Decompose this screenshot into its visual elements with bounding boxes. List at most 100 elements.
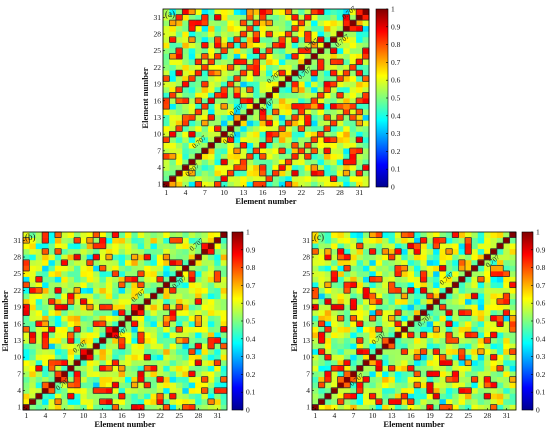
heatmap-cell (23, 298, 30, 305)
heatmap-cell (118, 243, 126, 250)
heatmap-cell (350, 237, 358, 244)
heatmap-cell (99, 270, 107, 277)
heatmap-cell (214, 86, 222, 93)
heatmap-cell (201, 354, 209, 361)
heatmap-cell (426, 359, 434, 366)
heatmap-cell (144, 298, 151, 305)
heatmap-cell (118, 337, 126, 344)
heatmap-cell (330, 120, 338, 127)
heatmap-cell (278, 136, 286, 143)
heatmap-cell (35, 376, 43, 383)
heatmap-cell (253, 153, 260, 160)
heatmap-cell (74, 309, 81, 316)
heatmap-cell (48, 276, 56, 283)
heatmap-cell (484, 326, 491, 333)
heatmap-cell (362, 36, 370, 43)
heatmap-cell (246, 75, 254, 82)
heatmap-cell (42, 287, 49, 294)
heatmap-cell (363, 232, 370, 238)
heatmap-cell (317, 70, 325, 77)
heatmap-cell (220, 270, 228, 277)
heatmap-cell (214, 181, 222, 188)
heatmap-cell (323, 170, 331, 177)
heatmap-cell (465, 343, 472, 350)
x-tick-label: 22 (156, 411, 164, 420)
heatmap-cell (220, 298, 228, 305)
heatmap-cell (195, 70, 203, 77)
heatmap-cell (150, 254, 158, 261)
heatmap-cell (118, 359, 126, 366)
heatmap-cell (458, 365, 466, 372)
heatmap-cell (42, 309, 49, 316)
heatmap-cell (388, 298, 396, 305)
heatmap-cell (86, 304, 94, 311)
heatmap-cell (331, 343, 338, 350)
heatmap-cell (304, 109, 312, 116)
heatmap-cell (137, 371, 145, 378)
heatmap-cell (317, 175, 325, 182)
heatmap-cell (363, 270, 370, 277)
heatmap-cell (214, 36, 222, 43)
heatmap-cell (407, 270, 415, 277)
heatmap-cell (201, 36, 209, 43)
heatmap-cell (233, 53, 241, 60)
heatmap-cell (233, 114, 241, 121)
heatmap-cell (214, 332, 222, 339)
heatmap-cell (188, 92, 196, 99)
heatmap-cell (414, 254, 421, 261)
heatmap-cell (67, 287, 75, 294)
heatmap-cell (220, 103, 228, 110)
heatmap-cell (220, 265, 228, 272)
heatmap-cell (208, 36, 215, 43)
heatmap-cell (112, 404, 120, 411)
heatmap-cell (35, 232, 43, 238)
heatmap-cell (490, 398, 498, 405)
heatmap-cell (394, 293, 402, 300)
heatmap-cell (188, 348, 196, 355)
heatmap-cells (23, 232, 228, 411)
heatmap-cell (23, 348, 30, 355)
heatmap-cell (188, 354, 196, 361)
heatmap-cell (266, 64, 273, 71)
heatmap-cell (208, 159, 215, 166)
heatmap-cell (323, 125, 331, 132)
heatmap-cell (272, 170, 280, 177)
heatmap-cell (176, 309, 183, 316)
heatmap-cell (503, 337, 511, 344)
heatmap-cell (246, 164, 254, 171)
heatmap-cell (125, 293, 132, 300)
heatmap-cell (452, 298, 460, 305)
heatmap-cell (176, 298, 183, 305)
heatmap-cell (323, 175, 331, 182)
heatmap-cell (188, 9, 196, 15)
colorbar-tick-label: 0.2 (246, 370, 256, 379)
heatmap-cell (363, 282, 370, 289)
heatmap-cell (471, 237, 479, 244)
colorbar-tick-label: 0.2 (391, 147, 401, 156)
heatmap-cell (433, 309, 440, 316)
heatmap-cell (169, 98, 177, 104)
heatmap-cell (253, 31, 260, 38)
heatmap-cell (195, 75, 203, 82)
heatmap-cell (118, 282, 126, 289)
heatmap-cell (61, 309, 69, 316)
heatmap-cell (144, 359, 151, 366)
heatmap-cell (407, 315, 415, 322)
heatmap-cell (298, 42, 306, 49)
heatmap-cell (99, 282, 107, 289)
heatmap-cell (356, 53, 363, 60)
heatmap-cell (304, 114, 312, 121)
heatmap-cell (99, 398, 107, 405)
heatmap-cell (61, 276, 69, 283)
heatmap-cell (67, 404, 75, 411)
y-tick-label: 25 (154, 46, 162, 55)
heatmap-cell (426, 365, 434, 372)
heatmap-cell (336, 25, 344, 32)
heatmap-cell (175, 142, 183, 149)
heatmap-cell (35, 298, 43, 305)
heatmap-cell (503, 382, 511, 389)
heatmap-cell (503, 270, 511, 277)
heatmap-cell (220, 376, 228, 383)
heatmap-cell (509, 354, 517, 361)
heatmap-cell (330, 20, 338, 27)
